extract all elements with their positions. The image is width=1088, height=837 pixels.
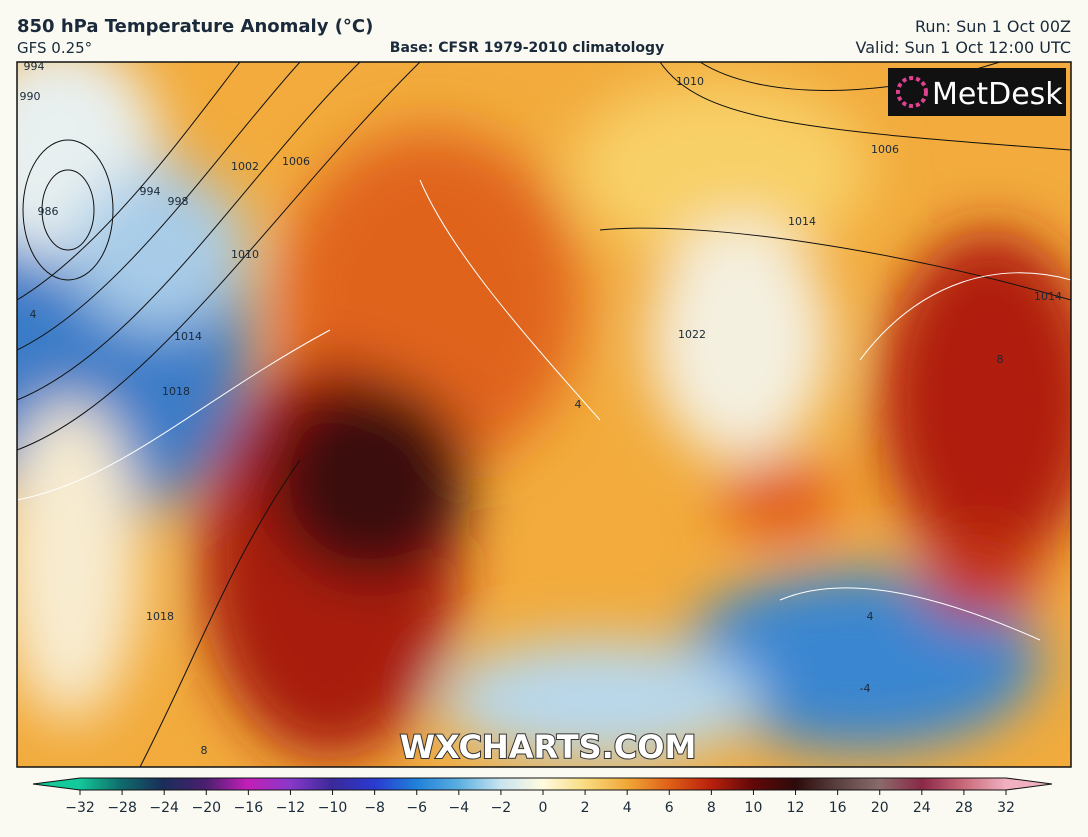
colorbar-label: −20	[191, 800, 221, 816]
colorbar-label: 28	[955, 800, 973, 816]
colorbar-label: 32	[997, 800, 1015, 816]
contour-label: 998	[168, 195, 189, 208]
colorbar-label: −8	[364, 800, 385, 816]
contour-label: -4	[860, 682, 871, 695]
valid: Valid: Sun 1 Oct 12:00 UTC	[856, 38, 1071, 57]
contour-label: 1002	[231, 160, 259, 173]
contour-label: 4	[30, 308, 37, 321]
colorbar-label: −6	[406, 800, 427, 816]
colorbar-label: 24	[913, 800, 931, 816]
contour-label: 8	[997, 353, 1004, 366]
contour-label: 1014	[1034, 290, 1062, 303]
colorbar-label: 10	[745, 800, 763, 816]
colorbar-label: 12	[787, 800, 805, 816]
contour-label: 1010	[676, 75, 704, 88]
colorbar-label: 20	[871, 800, 889, 816]
colorbar-label: 16	[829, 800, 847, 816]
contour-label: 990	[20, 90, 41, 103]
model: GFS 0.25°	[17, 39, 92, 57]
map-frame	[16, 61, 1072, 768]
colorbar-label: 6	[665, 800, 674, 816]
colorbar-label: −12	[276, 800, 306, 816]
colorbar-label: 2	[581, 800, 590, 816]
contour-label: 1018	[146, 610, 174, 623]
contour-label: 1014	[174, 330, 202, 343]
contour-label: 1006	[871, 143, 899, 156]
colorbar-label: −24	[149, 800, 179, 816]
contour-label: 8	[201, 744, 208, 757]
contour-label: 1010	[231, 248, 259, 261]
colorbar-label: −32	[65, 800, 95, 816]
contour-label: 4	[575, 398, 582, 411]
base: Base: CFSR 1979-2010 climatology	[390, 40, 664, 56]
contour-label: 1022	[678, 328, 706, 341]
run: Run: Sun 1 Oct 00Z	[915, 17, 1071, 36]
colorbar-label: −28	[107, 800, 137, 816]
colorbar-label: 0	[539, 800, 548, 816]
colorbar-label: 4	[623, 800, 632, 816]
contour-label: 4	[867, 610, 874, 623]
contour-label: 1014	[788, 215, 816, 228]
map: 994 990 986 994 998 1002 1006 1010 1014 1018 1010 1…	[17, 60, 1071, 767]
contour-label: 994	[140, 185, 161, 198]
colorbar-label: 8	[707, 800, 716, 816]
contour-label: 1006	[282, 155, 310, 168]
watermark: WXCHARTS.COM	[400, 728, 697, 766]
colorbar-label: −10	[318, 800, 348, 816]
colorbar	[32, 777, 1053, 791]
title: 850 hPa Temperature Anomaly (°C)	[17, 16, 373, 37]
contour-label: 994	[24, 60, 45, 73]
contour-label: 1018	[162, 385, 190, 398]
contour-label: 986	[38, 205, 59, 218]
colorbar-label: −2	[491, 800, 512, 816]
logo: MetDesk	[932, 77, 1063, 112]
colorbar-label: −4	[448, 800, 469, 816]
colorbar-label: −16	[234, 800, 264, 816]
